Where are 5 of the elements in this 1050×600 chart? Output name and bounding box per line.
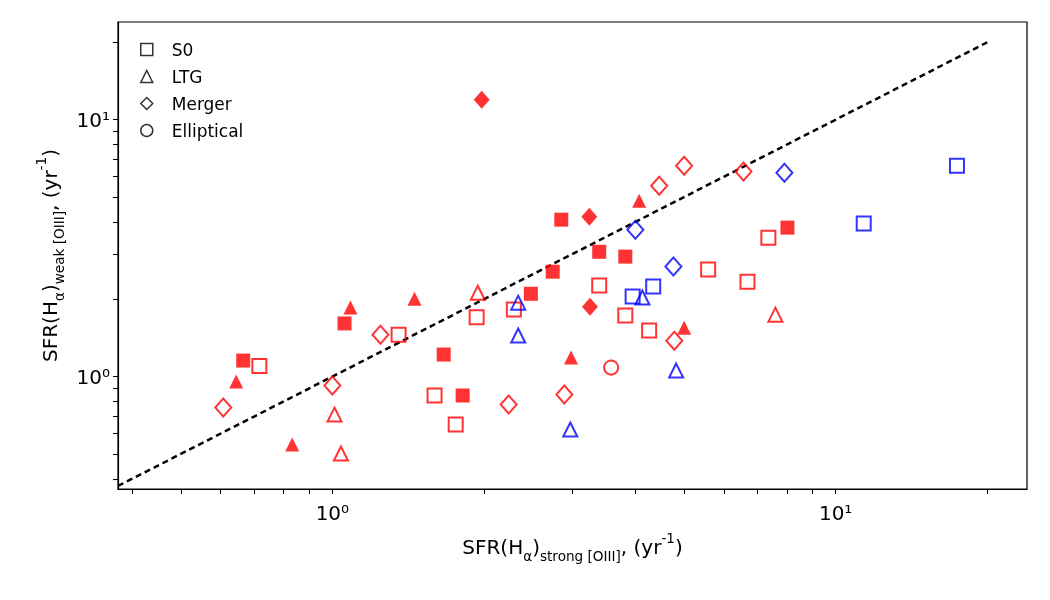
legend-label: S0 (171, 39, 194, 60)
legend-label: Merger (171, 93, 232, 114)
legend-label: Elliptical (171, 120, 244, 141)
y-axis-title: SFR(Hα)weak [OIII], (yr-1) (32, 149, 67, 362)
legend-label: LTG (171, 66, 203, 87)
